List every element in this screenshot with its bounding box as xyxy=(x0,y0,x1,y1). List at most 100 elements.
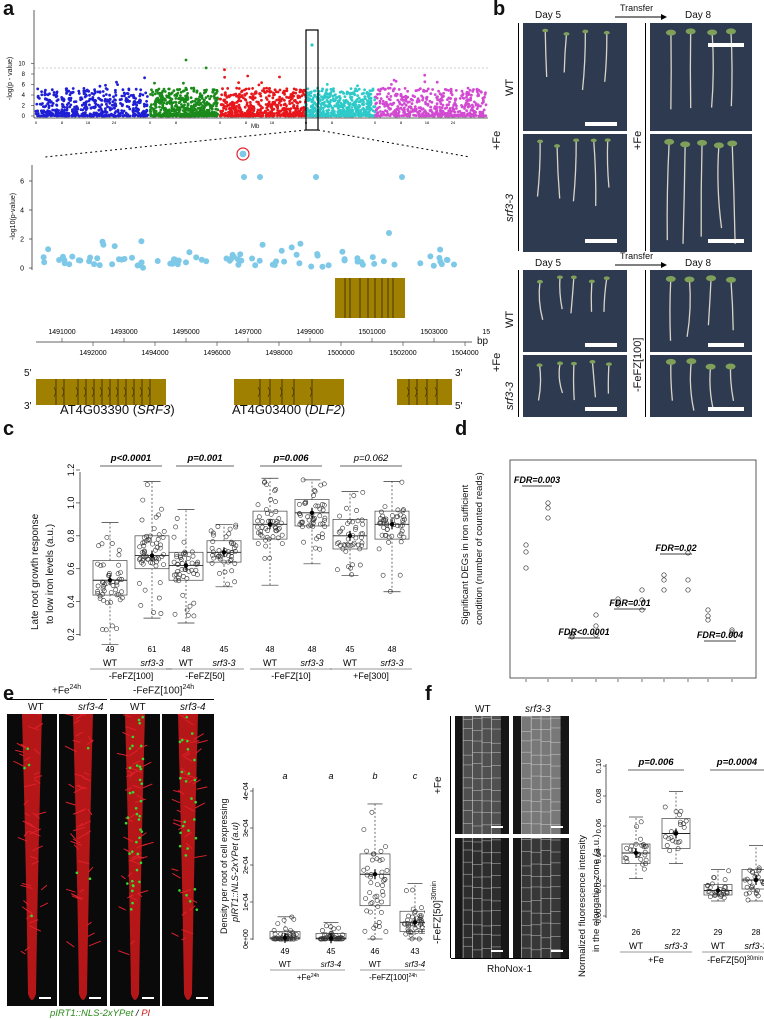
svg-text:0.08: 0.08 xyxy=(594,789,603,804)
svg-text:8: 8 xyxy=(400,120,403,125)
svg-text:29: 29 xyxy=(714,928,723,937)
svg-text:1492000: 1492000 xyxy=(79,350,106,357)
gene-close-srf3: ) xyxy=(170,402,175,417)
b-srf33-1: srf3-3 xyxy=(504,193,516,222)
svg-text:1e-04: 1e-04 xyxy=(243,893,250,911)
svg-text:p=0.006: p=0.006 xyxy=(272,453,309,464)
svg-text:48: 48 xyxy=(388,645,397,654)
svg-text:srf3-4: srf3-4 xyxy=(405,960,425,969)
svg-text:0: 0 xyxy=(374,120,377,125)
f-wt: WT xyxy=(475,704,491,715)
f-fe: +Fe xyxy=(433,776,444,794)
f-dye: RhoNox-1 xyxy=(487,964,533,975)
b-wt-2: WT xyxy=(504,310,516,328)
svg-text:srf3-3: srf3-3 xyxy=(300,658,323,668)
svg-text:srf3-4: srf3-4 xyxy=(321,960,342,969)
svg-text:2: 2 xyxy=(22,104,26,110)
svg-text:2e-04: 2e-04 xyxy=(243,856,250,874)
svg-text:FDR<0.0001: FDR<0.0001 xyxy=(558,627,609,637)
transfer-top: Transfer xyxy=(620,3,654,13)
gene-close-dlf2: ) xyxy=(340,402,346,417)
svg-text:0.2: 0.2 xyxy=(66,628,76,641)
svg-text:p<0.0001: p<0.0001 xyxy=(110,453,151,464)
svg-text:4: 4 xyxy=(22,93,26,99)
svg-text:p=0.001: p=0.001 xyxy=(186,453,222,464)
svg-text:WT: WT xyxy=(629,941,643,951)
gene-label-srf3: AT4G03390 (SRF3) xyxy=(60,402,175,417)
svg-text:FDR=0.01: FDR=0.01 xyxy=(609,598,650,608)
e-ylabel-2: pIRT1::NLS-2xYPet (a.u) xyxy=(230,822,240,922)
svg-text:1491000: 1491000 xyxy=(48,329,75,336)
svg-text:srf3-3: srf3-3 xyxy=(380,658,403,668)
b-fe-right-1: +Fe xyxy=(632,130,644,150)
svg-text:0: 0 xyxy=(35,120,38,125)
panel-letter-a: a xyxy=(3,0,15,20)
e-fe24: +Fe24h xyxy=(52,684,82,697)
e-img-wt-fe xyxy=(7,714,57,1006)
svg-text:8: 8 xyxy=(175,120,178,125)
svg-text:c: c xyxy=(413,771,418,781)
f-fez: -FeFZ[50]30min xyxy=(431,881,444,944)
svg-text:WT: WT xyxy=(343,658,357,668)
svg-text:3e-04: 3e-04 xyxy=(243,819,250,837)
f-srf33: srf3-3 xyxy=(525,704,551,715)
svg-text:49: 49 xyxy=(281,947,290,956)
svg-text:24: 24 xyxy=(112,120,117,125)
svg-text:-FeFZ[50]: -FeFZ[50] xyxy=(185,671,225,681)
svg-text:1.0: 1.0 xyxy=(66,497,76,510)
svg-text:0e+00: 0e+00 xyxy=(243,929,250,949)
zoom-ylabel: -log10(p-value) xyxy=(10,192,17,240)
strand-5-top: 5' xyxy=(24,368,32,379)
svg-text:WT: WT xyxy=(263,658,277,668)
svg-text:1495000: 1495000 xyxy=(172,329,199,336)
chart-d: FDR=0.003 FDR<0.0001 FDR=0.01 FDR=0.02 FDR=0… xyxy=(509,459,757,682)
svg-text:0: 0 xyxy=(20,266,24,273)
svg-text:8: 8 xyxy=(61,120,64,125)
svg-text:8: 8 xyxy=(331,120,334,125)
svg-text:0: 0 xyxy=(22,114,26,120)
svg-text:48: 48 xyxy=(182,645,191,654)
bp-unit: bp xyxy=(477,336,489,347)
c-ylabel-2: to low iron levels (a.u.) xyxy=(45,523,56,624)
svg-text:49: 49 xyxy=(106,645,115,654)
svg-text:1497000: 1497000 xyxy=(234,329,261,336)
gene-track-zoom xyxy=(335,278,405,318)
svg-text:a: a xyxy=(328,771,333,781)
zoom-region-box xyxy=(305,29,319,131)
svg-text:1501000: 1501000 xyxy=(358,329,385,336)
svg-text:4e-04: 4e-04 xyxy=(243,782,250,800)
svg-text:srf3-3: srf3-3 xyxy=(212,658,235,668)
svg-text:p=0.062: p=0.062 xyxy=(353,453,389,464)
e-ylabel-1: Density per root of cell expressing xyxy=(219,798,229,934)
f-img-srf33-fe xyxy=(513,716,569,834)
photo-srf33-fe-day8 xyxy=(650,134,752,252)
day8-top: Day 8 xyxy=(685,10,712,21)
b-srf33-2: srf3-3 xyxy=(504,381,516,410)
svg-text:1502000: 1502000 xyxy=(389,350,416,357)
photo-wt-fez-day8 xyxy=(650,270,752,352)
svg-text:6: 6 xyxy=(22,83,26,89)
svg-text:1500000: 1500000 xyxy=(327,350,354,357)
photo-wt-fe-day5 xyxy=(523,23,627,131)
svg-text:1494000: 1494000 xyxy=(141,350,168,357)
svg-text:43: 43 xyxy=(411,947,420,956)
chart-c: 0.2 0.4 0.6 0.8 1.0 1.2 49 WT 61 srf3-3 48 WT 45 srf3… xyxy=(66,453,412,681)
svg-text:22: 22 xyxy=(672,928,681,937)
svg-text:srf3-3: srf3-3 xyxy=(744,941,764,951)
e-caption: pIRT1::NLS-2xYPet / PI xyxy=(50,1008,151,1019)
svg-text:WT: WT xyxy=(103,658,117,668)
svg-text:0.10: 0.10 xyxy=(594,759,603,774)
svg-text:-FeFZ[100]24h: -FeFZ[100]24h xyxy=(369,973,417,982)
svg-text:b: b xyxy=(372,771,377,781)
b-fe-left-2: +Fe xyxy=(491,352,503,372)
panel-letter-f: f xyxy=(425,683,432,705)
svg-text:6: 6 xyxy=(20,179,24,186)
svg-text:8: 8 xyxy=(22,72,26,78)
svg-text:+Fe: +Fe xyxy=(648,955,664,965)
svg-text:0.06: 0.06 xyxy=(594,819,603,834)
chart-e: 0e+00 1e-04 2e-04 3e-04 4e-04 a 49 WT a 45 srf3-4 b… xyxy=(243,771,425,982)
svg-text:1493000: 1493000 xyxy=(110,329,137,336)
photo-srf33-fez-day8 xyxy=(650,355,752,417)
svg-text:45: 45 xyxy=(220,645,229,654)
